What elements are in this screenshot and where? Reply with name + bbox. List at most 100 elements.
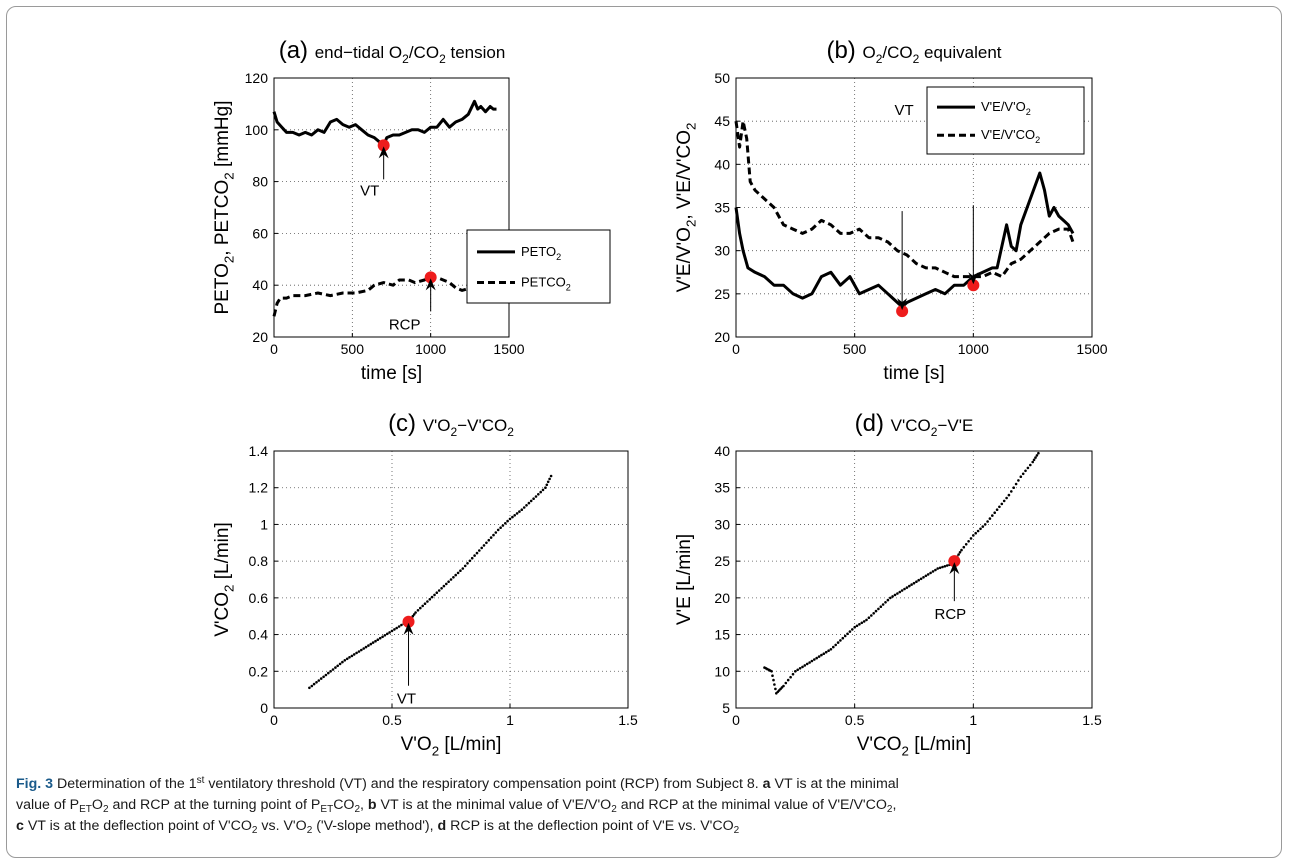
y-tick-label: 40 xyxy=(714,156,730,172)
marker-rcp xyxy=(424,271,437,284)
y-tick-label: 50 xyxy=(714,70,730,86)
x-axis-label: V'CO2​ [L/min] xyxy=(857,734,972,759)
scatter-point xyxy=(331,668,335,671)
scatter-point xyxy=(786,678,790,682)
scatter-point xyxy=(473,554,476,557)
scatter-point xyxy=(915,580,918,583)
x-tick-label: 1.5 xyxy=(618,712,638,728)
scatter-point xyxy=(393,628,396,631)
scatter-point xyxy=(1014,482,1018,486)
scatter-point xyxy=(440,587,443,590)
x-tick-label: 1 xyxy=(506,712,514,728)
marker-vt xyxy=(896,305,909,318)
scatter-point xyxy=(958,551,962,554)
scatter-point xyxy=(881,603,885,606)
scatter-point xyxy=(829,648,833,651)
scatter-point xyxy=(872,612,875,615)
scatter-point xyxy=(1031,460,1034,464)
scatter-point xyxy=(478,549,481,552)
x-tick-label: 0 xyxy=(270,341,278,357)
y-tick-label: 20 xyxy=(252,329,268,345)
scatter-point xyxy=(957,553,960,556)
scatter-point xyxy=(433,593,436,597)
scatter-point xyxy=(426,600,429,603)
scatter-point xyxy=(995,508,999,512)
scatter-point xyxy=(386,632,389,636)
chart-panel-0: 0 500 1000 1500 20 40 60 80 100 120 VT RCP (a) end−t… xyxy=(212,37,611,384)
scatter-point xyxy=(862,620,866,623)
scatter-point xyxy=(492,533,495,537)
annotation-arrow-head xyxy=(378,146,389,159)
scatter-point xyxy=(941,565,944,569)
y-tick-label: 0.2 xyxy=(249,663,269,679)
scatter-point xyxy=(466,562,469,565)
x-tick-label: 1000 xyxy=(415,341,446,357)
scatter-point xyxy=(938,566,942,570)
scatter-point xyxy=(508,517,512,521)
scatter-point xyxy=(548,477,551,481)
scatter-point xyxy=(445,582,448,586)
legend-label: V'E/V'CO2​ xyxy=(981,127,1040,145)
y-tick-label: 0.8 xyxy=(249,553,269,569)
scatter-point xyxy=(411,614,415,618)
scatter-point xyxy=(910,583,913,586)
scatter-point xyxy=(851,628,854,631)
scatter-point xyxy=(782,684,785,688)
scatter-point xyxy=(924,574,928,578)
scatter-point xyxy=(848,630,852,633)
scatter-point xyxy=(810,659,814,663)
y-tick-label: 1.2 xyxy=(249,480,269,496)
x-tick-label: 0.5 xyxy=(382,712,402,728)
scatter-point xyxy=(494,531,498,534)
scatter-point xyxy=(784,681,788,685)
scatter-point xyxy=(482,544,486,547)
scatter-point xyxy=(390,629,394,633)
scatter-point xyxy=(449,578,453,581)
scatter-point xyxy=(1029,463,1032,467)
scatter-point xyxy=(341,660,344,664)
scatter-point xyxy=(898,590,902,594)
scatter-point xyxy=(855,624,859,628)
y-tick-label: 0.6 xyxy=(249,590,269,606)
scatter-point xyxy=(794,670,797,673)
scatter-point xyxy=(442,584,446,588)
scatter-point xyxy=(805,662,809,666)
annotation-label-vt: VT xyxy=(397,691,416,708)
scatter-point xyxy=(499,526,502,529)
scatter-point xyxy=(388,631,391,634)
chart-title: (c) V'O2​−V'CO2​ xyxy=(388,410,514,439)
y-axis-label: V'E [L/min] xyxy=(674,534,695,625)
y-tick-label: 30 xyxy=(714,243,730,259)
scatter-point xyxy=(976,529,980,533)
scatter-point xyxy=(986,520,989,523)
scatter-point xyxy=(506,519,509,523)
scatter-point xyxy=(884,601,887,604)
x-axis-label: V'O2​ [L/min] xyxy=(401,734,502,759)
scatter-point xyxy=(843,634,847,638)
y-tick-label: 100 xyxy=(245,122,269,138)
scatter-point xyxy=(889,596,892,600)
scatter-point xyxy=(355,651,358,655)
scatter-point xyxy=(993,511,996,514)
scatter-point xyxy=(870,614,873,617)
y-tick-label: 20 xyxy=(714,590,730,606)
figure-caption: Fig. 3 Determination of the 1st ventilat… xyxy=(16,774,1276,837)
scatter-point xyxy=(796,668,799,672)
annotation-label-vt: VT xyxy=(895,102,914,119)
scatter-point xyxy=(929,571,932,575)
y-tick-label: 40 xyxy=(252,277,268,293)
scatter-point xyxy=(974,531,977,535)
scatter-point xyxy=(860,621,864,625)
scatter-point xyxy=(1010,490,1013,493)
scatter-point xyxy=(962,545,966,549)
axes-box xyxy=(273,450,629,709)
scatter-point xyxy=(822,652,826,655)
y-tick-label: 45 xyxy=(714,113,730,129)
scatter-point xyxy=(348,656,351,659)
scatter-point xyxy=(846,632,849,636)
marker-vt xyxy=(402,615,415,628)
marker-vt xyxy=(377,139,390,152)
scatter-point xyxy=(905,586,909,589)
scatter-point xyxy=(475,551,479,555)
y-tick-label: 30 xyxy=(714,516,730,532)
